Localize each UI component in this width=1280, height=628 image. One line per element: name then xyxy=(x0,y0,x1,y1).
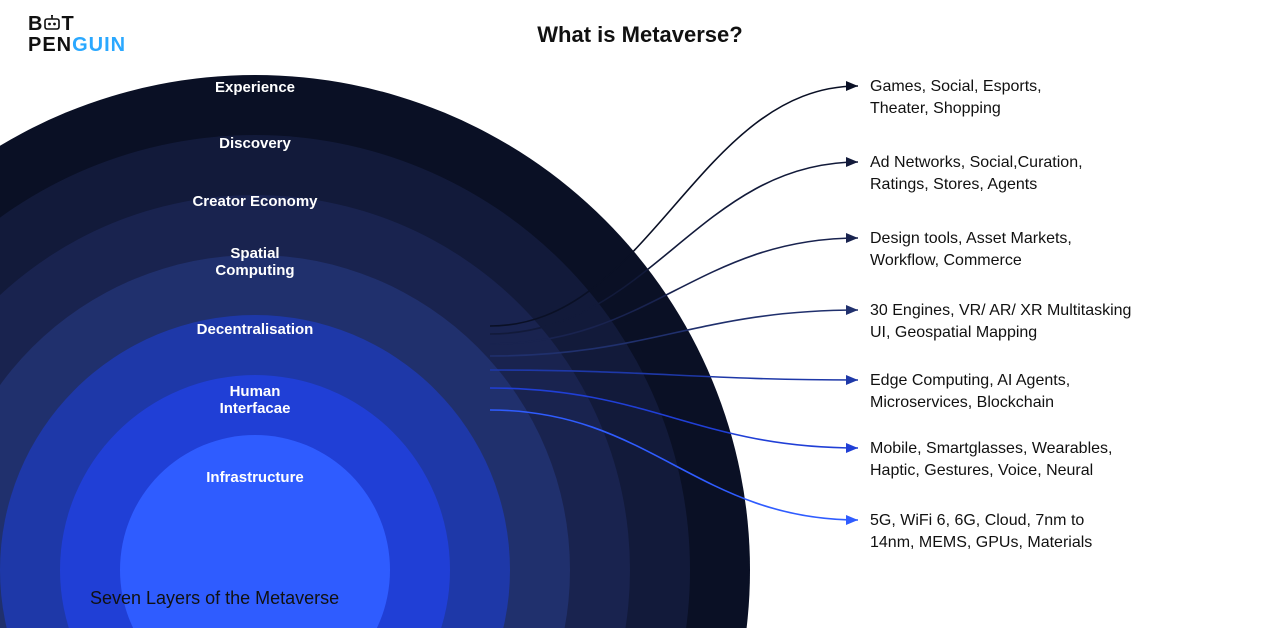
arrow-head-1 xyxy=(846,157,858,167)
page: BT PENGUIN What is Metaverse? Experience… xyxy=(0,0,1280,628)
description-4: Edge Computing, AI Agents,Microservices,… xyxy=(870,370,1070,413)
layer-label-5: HumanInterfacae xyxy=(220,383,291,417)
arrow-head-4 xyxy=(846,375,858,385)
description-3: 30 Engines, VR/ AR/ XR MultitaskingUI, G… xyxy=(870,300,1131,343)
layer-label-1: Discovery xyxy=(219,135,291,152)
layer-label-6: Infrastructure xyxy=(206,469,304,486)
arrow-head-5 xyxy=(846,443,858,453)
layer-label-4: Decentralisation xyxy=(197,321,314,338)
description-2: Design tools, Asset Markets,Workflow, Co… xyxy=(870,228,1072,271)
description-1: Ad Networks, Social,Curation,Ratings, St… xyxy=(870,152,1083,195)
arrow-head-6 xyxy=(846,515,858,525)
description-6: 5G, WiFi 6, 6G, Cloud, 7nm to14nm, MEMS,… xyxy=(870,510,1092,553)
layer-label-0: Experience xyxy=(215,79,295,96)
layer-label-2: Creator Economy xyxy=(192,193,318,210)
arrow-head-3 xyxy=(846,305,858,315)
arrow-head-0 xyxy=(846,81,858,91)
diagram-caption: Seven Layers of the Metaverse xyxy=(90,588,339,609)
arrow-head-2 xyxy=(846,233,858,243)
description-5: Mobile, Smartglasses, Wearables,Haptic, … xyxy=(870,438,1112,481)
description-0: Games, Social, Esports,Theater, Shopping xyxy=(870,76,1042,119)
